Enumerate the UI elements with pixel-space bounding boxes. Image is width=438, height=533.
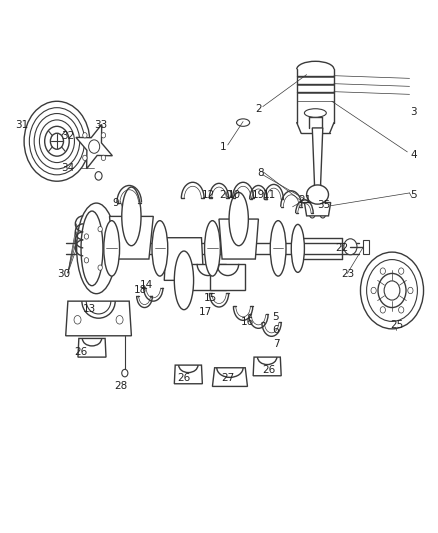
Polygon shape — [164, 238, 204, 280]
Polygon shape — [174, 365, 202, 384]
Text: 17: 17 — [199, 307, 212, 317]
Circle shape — [95, 172, 102, 180]
Circle shape — [106, 246, 111, 251]
Polygon shape — [76, 124, 113, 169]
Text: 26: 26 — [74, 347, 88, 357]
Circle shape — [83, 133, 87, 138]
Circle shape — [344, 239, 357, 255]
Circle shape — [29, 108, 85, 175]
Polygon shape — [219, 219, 258, 259]
Text: 1: 1 — [220, 142, 227, 151]
Circle shape — [122, 369, 128, 377]
Circle shape — [378, 273, 406, 308]
Ellipse shape — [122, 187, 141, 246]
Ellipse shape — [174, 251, 194, 310]
Text: 8: 8 — [257, 168, 264, 178]
Polygon shape — [212, 368, 247, 386]
Circle shape — [98, 265, 102, 270]
Text: 35: 35 — [318, 200, 331, 210]
Circle shape — [88, 140, 100, 154]
Ellipse shape — [77, 203, 116, 294]
Text: 5: 5 — [410, 190, 417, 199]
Circle shape — [310, 212, 315, 218]
Circle shape — [84, 257, 88, 263]
Circle shape — [34, 114, 80, 169]
Polygon shape — [363, 240, 369, 254]
Text: 4: 4 — [410, 150, 417, 159]
Circle shape — [98, 227, 102, 232]
Text: 6: 6 — [272, 326, 279, 335]
Text: 10: 10 — [228, 190, 241, 199]
Text: 5: 5 — [272, 312, 279, 322]
Ellipse shape — [81, 211, 103, 286]
Circle shape — [24, 101, 90, 181]
Text: 7: 7 — [272, 339, 279, 349]
Text: 32: 32 — [61, 131, 74, 141]
Circle shape — [83, 155, 87, 160]
Ellipse shape — [205, 221, 220, 276]
Text: 15: 15 — [204, 294, 217, 303]
Circle shape — [45, 126, 69, 156]
Text: 28: 28 — [114, 382, 127, 391]
Text: 20: 20 — [219, 190, 232, 199]
Text: 9: 9 — [113, 198, 120, 207]
Text: 16: 16 — [241, 318, 254, 327]
Text: 3: 3 — [410, 107, 417, 117]
Text: 2: 2 — [255, 104, 262, 114]
Text: 22: 22 — [335, 243, 348, 253]
Text: 13: 13 — [83, 304, 96, 314]
Circle shape — [399, 268, 404, 274]
Circle shape — [101, 133, 106, 138]
Ellipse shape — [270, 221, 286, 276]
Circle shape — [101, 155, 106, 160]
Circle shape — [367, 260, 417, 321]
Circle shape — [399, 306, 404, 313]
Text: 27: 27 — [221, 374, 234, 383]
Text: 31: 31 — [15, 120, 28, 130]
Polygon shape — [253, 357, 281, 376]
Text: 26: 26 — [263, 366, 276, 375]
Circle shape — [371, 287, 376, 294]
Text: 26: 26 — [177, 374, 191, 383]
Text: 21: 21 — [298, 195, 311, 205]
Ellipse shape — [307, 185, 328, 204]
Polygon shape — [78, 338, 106, 357]
Polygon shape — [312, 128, 323, 195]
Text: 12: 12 — [201, 190, 215, 199]
Polygon shape — [66, 301, 131, 336]
Text: 34: 34 — [61, 163, 74, 173]
Text: 23: 23 — [342, 270, 355, 279]
Ellipse shape — [291, 224, 304, 272]
Ellipse shape — [304, 109, 326, 117]
Circle shape — [408, 287, 413, 294]
Polygon shape — [210, 264, 245, 290]
Text: 14: 14 — [140, 280, 153, 290]
Ellipse shape — [229, 192, 248, 246]
Ellipse shape — [104, 221, 120, 276]
Ellipse shape — [152, 221, 168, 276]
Circle shape — [320, 212, 325, 218]
Circle shape — [84, 234, 88, 239]
Polygon shape — [191, 264, 226, 290]
Circle shape — [50, 133, 64, 149]
Text: 18: 18 — [134, 286, 147, 295]
Circle shape — [360, 252, 424, 329]
Circle shape — [380, 268, 385, 274]
Circle shape — [116, 316, 123, 324]
Polygon shape — [304, 203, 331, 216]
Text: 11: 11 — [263, 190, 276, 199]
Text: 30: 30 — [57, 270, 70, 279]
Ellipse shape — [237, 119, 250, 126]
Text: 33: 33 — [94, 120, 107, 130]
Circle shape — [74, 316, 81, 324]
Text: 25: 25 — [390, 320, 403, 330]
Polygon shape — [110, 216, 153, 259]
Text: 19: 19 — [252, 190, 265, 199]
Circle shape — [384, 281, 400, 300]
Circle shape — [380, 306, 385, 313]
Circle shape — [39, 120, 74, 163]
